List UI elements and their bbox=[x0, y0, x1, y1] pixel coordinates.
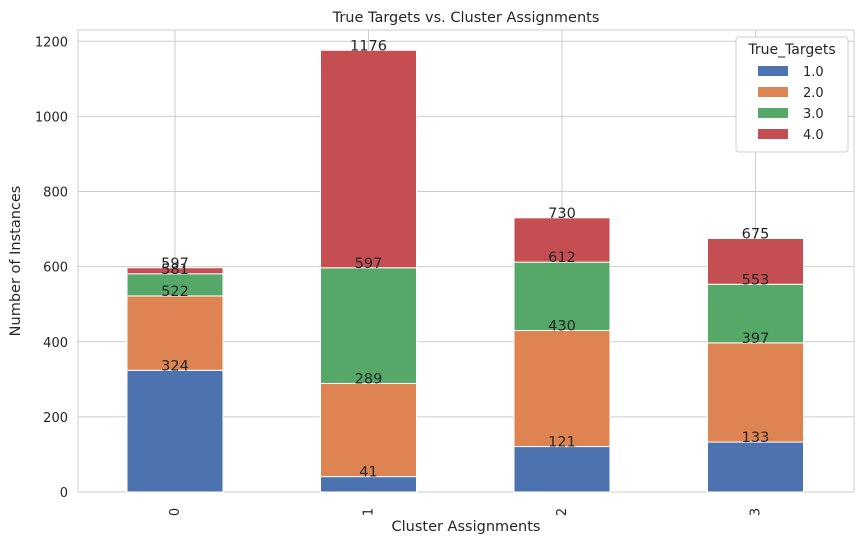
y-tick-label: 0 bbox=[60, 486, 68, 501]
bars bbox=[126, 49, 804, 493]
bar-segment bbox=[320, 382, 417, 478]
bar-segment bbox=[320, 267, 417, 384]
y-tick-label: 1200 bbox=[35, 35, 68, 50]
bar-segment bbox=[707, 342, 804, 443]
data-label: 675 bbox=[742, 226, 770, 242]
y-tick-label: 400 bbox=[43, 336, 68, 351]
data-label: 289 bbox=[355, 371, 383, 387]
data-label: 121 bbox=[548, 435, 576, 451]
bar-segment bbox=[707, 237, 804, 285]
y-tick-label: 1000 bbox=[35, 110, 68, 125]
legend-swatch bbox=[758, 129, 788, 139]
legend-label: 1.0 bbox=[803, 65, 824, 80]
y-tick-labels: 0 200 400 600 800 1000 1200 bbox=[35, 35, 68, 501]
legend: True_Targets 1.0 2.0 3.0 4.0 bbox=[735, 36, 849, 153]
x-tick-label: 0 bbox=[168, 508, 183, 516]
legend-swatch bbox=[758, 87, 788, 97]
legend-label: 4.0 bbox=[803, 128, 824, 143]
data-label: 597 bbox=[161, 256, 189, 272]
data-label: 41 bbox=[359, 465, 377, 481]
x-tick-label: 1 bbox=[362, 508, 377, 516]
data-label: 430 bbox=[548, 318, 576, 334]
data-label: 397 bbox=[742, 331, 770, 347]
chart-title: True Targets vs. Cluster Assignments bbox=[332, 10, 600, 26]
bar-segment bbox=[513, 329, 611, 448]
data-label: 730 bbox=[548, 206, 576, 222]
bar-segment bbox=[513, 261, 611, 331]
bar-segment bbox=[126, 295, 224, 371]
data-label: 581 bbox=[161, 262, 189, 278]
bar-segment bbox=[126, 369, 224, 493]
legend-swatch bbox=[758, 108, 788, 118]
data-labels: 3245225815974128959711761214306127301333… bbox=[161, 38, 769, 480]
y-tick-label: 800 bbox=[43, 186, 68, 201]
legend-frame bbox=[735, 36, 849, 153]
x-tick-labels: 0 1 2 3 bbox=[168, 508, 764, 516]
bar-segment bbox=[513, 217, 611, 263]
data-label: 324 bbox=[161, 358, 189, 374]
bar-segment bbox=[513, 446, 611, 493]
x-axis-label: Cluster Assignments bbox=[391, 519, 540, 535]
y-tick-label: 200 bbox=[43, 411, 68, 426]
legend-label: 3.0 bbox=[803, 107, 824, 122]
legend-label: 2.0 bbox=[803, 86, 824, 101]
data-label: 1176 bbox=[350, 38, 387, 54]
data-label: 612 bbox=[548, 250, 576, 266]
bar-segment bbox=[126, 267, 224, 275]
y-axis-label: Number of Instances bbox=[8, 186, 24, 337]
data-label: 522 bbox=[161, 284, 189, 300]
data-label: 553 bbox=[742, 272, 770, 288]
y-tick-label: 600 bbox=[43, 261, 68, 276]
bar-segment bbox=[320, 49, 417, 269]
x-tick-label: 2 bbox=[555, 508, 570, 516]
legend-swatch bbox=[758, 66, 788, 76]
data-label: 133 bbox=[742, 430, 770, 446]
x-tick-label: 3 bbox=[749, 508, 764, 516]
data-label: 597 bbox=[355, 256, 383, 272]
legend-title: True_Targets bbox=[747, 42, 835, 58]
bar-segment bbox=[707, 441, 804, 493]
